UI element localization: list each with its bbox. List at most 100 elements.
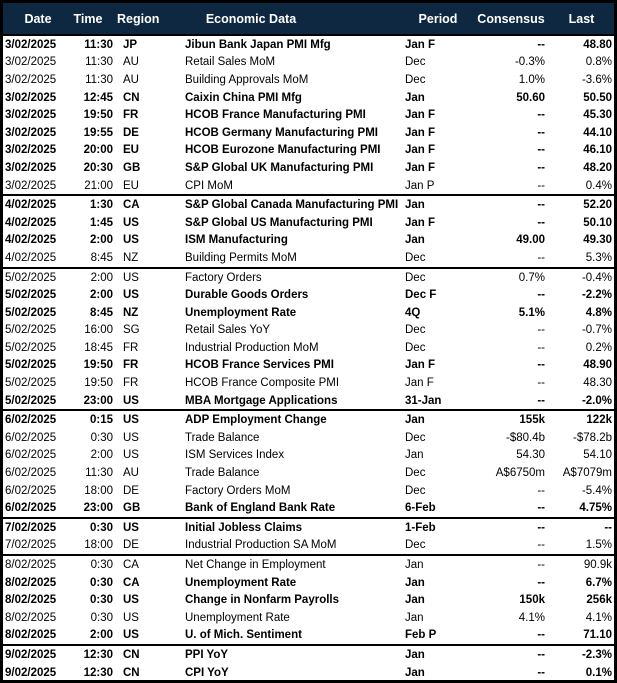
period-cell: Jan xyxy=(403,446,473,465)
event-cell: Durable Goods Orders xyxy=(169,286,403,304)
region-cell: FR xyxy=(117,374,169,392)
date-cell: 3/02/2025 xyxy=(3,159,73,177)
table-row: 8/02/2025 0:30 CA Unemployment Rate Jan -- 6.7… xyxy=(3,573,614,592)
date-cell: 3/02/2025 xyxy=(3,36,73,54)
date-cell: 7/02/2025 xyxy=(3,517,73,537)
region-cell: NZ xyxy=(117,249,169,267)
period-cell: Dec xyxy=(403,71,473,89)
table-row: 5/02/2025 18:45 FR Industrial Production Mo… xyxy=(3,339,614,357)
date-cell: 5/02/2025 xyxy=(3,374,73,392)
time-cell: 0:30 xyxy=(73,609,117,627)
period-cell: Jan xyxy=(403,591,473,609)
region-cell: CA xyxy=(117,554,169,574)
last-cell: 90.9k xyxy=(549,554,614,574)
region-cell: CN xyxy=(117,644,169,664)
time-cell: 8:45 xyxy=(73,249,117,267)
date-cell: 5/02/2025 xyxy=(3,356,73,375)
date-cell: 3/02/2025 xyxy=(3,141,73,160)
period-cell: Dec xyxy=(403,429,473,447)
consensus-cell: 0.7% xyxy=(473,266,549,287)
last-cell: -$78.2b xyxy=(549,429,614,447)
last-cell: 0.1% xyxy=(549,663,614,680)
region-cell: FR xyxy=(117,356,169,375)
table-row: 3/02/2025 11:30 JP Jibun Bank Japan PMI Mfg… xyxy=(3,36,614,54)
region-cell: EU xyxy=(117,176,169,195)
consensus-cell: -- xyxy=(473,123,549,142)
table-row: 4/02/2025 1:45 US S&P Global US Manufacturi… xyxy=(3,213,614,232)
region-cell: AU xyxy=(117,53,169,72)
event-cell: Industrial Production MoM xyxy=(169,339,403,357)
period-cell: Dec xyxy=(403,481,473,500)
consensus-cell: -- xyxy=(473,106,549,124)
date-cell: 4/02/2025 xyxy=(3,249,73,267)
consensus-cell: -- xyxy=(473,573,549,592)
column-header-date: Date xyxy=(3,3,73,36)
period-cell: Jan xyxy=(403,554,473,574)
region-cell: US xyxy=(117,213,169,232)
period-cell: Dec F xyxy=(403,286,473,304)
event-cell: CPI YoY xyxy=(169,663,403,680)
column-header-consensus: Consensus xyxy=(473,3,549,36)
region-cell: DE xyxy=(117,481,169,500)
date-cell: 8/02/2025 xyxy=(3,626,73,645)
table-row: 8/02/2025 2:00 US U. of Mich. Sentiment Feb … xyxy=(3,626,614,645)
date-cell: 8/02/2025 xyxy=(3,554,73,574)
consensus-cell: -- xyxy=(473,141,549,160)
period-cell: Dec xyxy=(403,321,473,340)
event-cell: Industrial Production SA MoM xyxy=(169,536,403,555)
time-cell: 2:00 xyxy=(73,446,117,465)
event-cell: Initial Jobless Claims xyxy=(169,517,403,537)
event-cell: U. of Mich. Sentiment xyxy=(169,626,403,645)
time-cell: 20:30 xyxy=(73,159,117,177)
time-cell: 18:45 xyxy=(73,339,117,357)
event-cell: Unemployment Rate xyxy=(169,609,403,627)
region-cell: US xyxy=(117,591,169,609)
last-cell: -3.6% xyxy=(549,71,614,89)
period-cell: 4Q xyxy=(403,303,473,322)
time-cell: 12:30 xyxy=(73,644,117,664)
table-row: 7/02/2025 0:30 US Initial Jobless Claims 1-F… xyxy=(3,517,614,537)
last-cell: -2.2% xyxy=(549,286,614,304)
event-cell: ISM Services Index xyxy=(169,446,403,465)
last-cell: 0.2% xyxy=(549,339,614,357)
date-cell: 6/02/2025 xyxy=(3,409,73,430)
date-cell: 7/02/2025 xyxy=(3,536,73,555)
period-cell: Jan xyxy=(403,644,473,664)
last-cell: 45.30 xyxy=(549,106,614,124)
date-cell: 3/02/2025 xyxy=(3,88,73,107)
event-cell: Caixin China PMI Mfg xyxy=(169,88,403,107)
time-cell: 18:00 xyxy=(73,481,117,500)
consensus-cell: -- xyxy=(473,321,549,340)
period-cell: Dec xyxy=(403,339,473,357)
table-row: 3/02/2025 11:30 AU Retail Sales MoM Dec -0.3%… xyxy=(3,53,614,72)
time-cell: 1:45 xyxy=(73,213,117,232)
date-cell: 5/02/2025 xyxy=(3,303,73,322)
region-cell: AU xyxy=(117,71,169,89)
time-cell: 0:30 xyxy=(73,573,117,592)
period-cell: Jan F xyxy=(403,159,473,177)
date-cell: 9/02/2025 xyxy=(3,663,73,680)
period-cell: Jan F xyxy=(403,213,473,232)
event-cell: HCOB Germany Manufacturing PMI xyxy=(169,123,403,142)
time-cell: 23:00 xyxy=(73,391,117,410)
time-cell: 2:00 xyxy=(73,266,117,287)
event-cell: Factory Orders xyxy=(169,266,403,287)
event-cell: S&P Global UK Manufacturing PMI xyxy=(169,159,403,177)
table-row: 6/02/2025 23:00 GB Bank of England Bank Rat… xyxy=(3,499,614,518)
time-cell: 12:30 xyxy=(73,663,117,680)
time-cell: 11:30 xyxy=(73,464,117,482)
date-cell: 6/02/2025 xyxy=(3,446,73,465)
event-cell: S&P Global Canada Manufacturing PMI xyxy=(169,194,403,214)
consensus-cell: -- xyxy=(473,499,549,518)
region-cell: CA xyxy=(117,573,169,592)
table-row: 9/02/2025 12:30 CN CPI YoY Jan -- 0.1% xyxy=(3,663,614,680)
region-cell: US xyxy=(117,626,169,645)
table-row: 8/02/2025 0:30 US Unemployment Rate Jan 4.1% 4… xyxy=(3,609,614,627)
date-cell: 4/02/2025 xyxy=(3,213,73,232)
event-cell: Trade Balance xyxy=(169,429,403,447)
event-cell: Factory Orders MoM xyxy=(169,481,403,500)
table-row: 3/02/2025 20:30 GB S&P Global UK Manufactur… xyxy=(3,159,614,177)
event-cell: Trade Balance xyxy=(169,464,403,482)
consensus-cell: -- xyxy=(473,517,549,537)
